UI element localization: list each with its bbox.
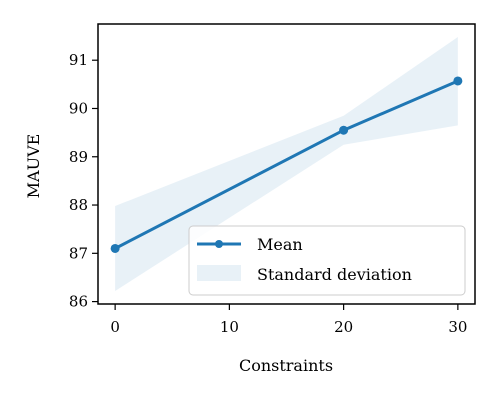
y-tick-label-90: 90 bbox=[69, 99, 88, 117]
legend-frame bbox=[188, 225, 466, 296]
legend-std-label: Standard deviation bbox=[257, 265, 412, 284]
y-tick-label-88: 88 bbox=[69, 196, 88, 214]
x-axis-title: Constraints bbox=[239, 356, 333, 375]
mean-point-20 bbox=[339, 125, 349, 135]
legend-mean-label: Mean bbox=[257, 235, 303, 254]
y-tick-label-86: 86 bbox=[69, 293, 88, 311]
y-tick-label-91: 91 bbox=[69, 51, 88, 69]
y-tick-label-89: 89 bbox=[69, 148, 88, 166]
x-tick-label-0: 0 bbox=[110, 318, 120, 336]
mean-point-0 bbox=[110, 243, 120, 253]
mean-point-30 bbox=[453, 76, 463, 86]
axes: 0 10 20 30 86 87 88 89 90 91 bbox=[69, 23, 476, 336]
axes-frame bbox=[97, 23, 476, 305]
x-tick-label-20: 20 bbox=[334, 318, 353, 336]
x-tick-label-30: 30 bbox=[448, 318, 467, 336]
legend: Mean Standard deviation bbox=[188, 225, 466, 296]
x-tick-label-10: 10 bbox=[220, 318, 239, 336]
legend-mean-marker bbox=[215, 240, 223, 248]
legend-std-swatch bbox=[197, 265, 241, 281]
y-tick-label-87: 87 bbox=[69, 244, 88, 262]
y-axis-title: MAUVE bbox=[24, 134, 43, 199]
